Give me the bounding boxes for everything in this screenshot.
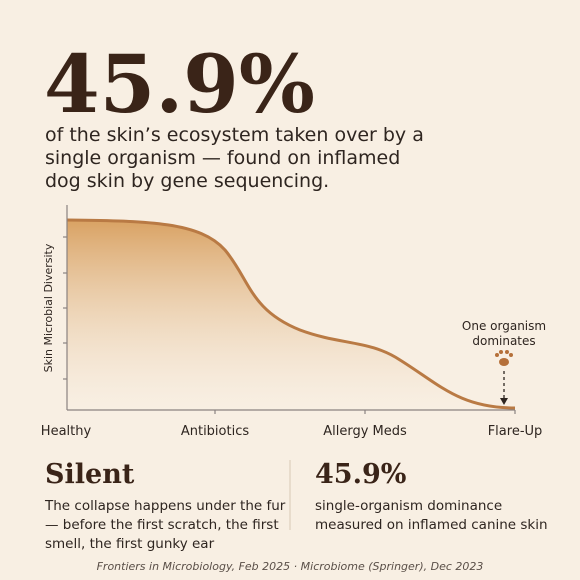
panel-text: smell, the first gunky ear: [45, 536, 215, 552]
annotation: One organism: [462, 319, 546, 333]
headline-stat: 45.9%: [44, 37, 315, 131]
x-label: Antibiotics: [181, 424, 250, 439]
arrow-head: [500, 398, 508, 405]
axes: [63, 205, 516, 414]
annotation: dominates: [472, 334, 535, 348]
y-axis-label: Skin Microbial Diversity: [42, 243, 55, 372]
source: Frontiers in Microbiology, Feb 2025 · Mi…: [97, 560, 484, 573]
paw-icon: [495, 350, 513, 366]
panel-text: The collapse happens under the fur: [44, 498, 286, 514]
panel-text: measured on inflamed canine skin: [315, 517, 548, 533]
x-label: Healthy: [41, 424, 92, 439]
panel-text: — before the first scratch, the first: [45, 517, 279, 533]
description-line: of the skin’s ecosystem taken over by a: [45, 124, 424, 146]
curve: [66, 218, 516, 410]
x-label: Allergy Meds: [323, 424, 407, 439]
x-label: Flare-Up: [488, 424, 543, 439]
panel-title: 45.9%: [315, 459, 406, 490]
description-line: dog skin by gene sequencing.: [45, 170, 329, 192]
description-line: single organism — found on inflamed: [45, 147, 400, 169]
panel-title: Silent: [45, 459, 135, 490]
panel-text: single-organism dominance: [315, 498, 502, 514]
